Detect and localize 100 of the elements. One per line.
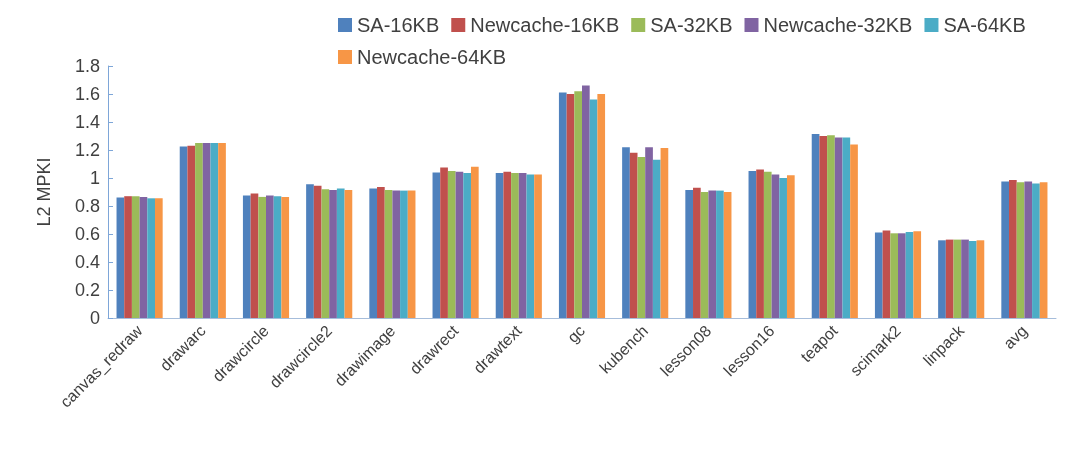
bar xyxy=(369,188,378,318)
y-tick-label: 0.2 xyxy=(74,280,100,300)
bar xyxy=(321,189,330,318)
legend-label: Newcache-16KB xyxy=(470,14,620,36)
y-tick-label: 1 xyxy=(89,168,100,188)
bar xyxy=(582,85,590,318)
bar xyxy=(898,233,906,318)
bar xyxy=(850,144,858,318)
bar xyxy=(685,189,694,318)
bar xyxy=(1016,182,1025,318)
bar xyxy=(708,190,717,318)
bar xyxy=(716,190,724,318)
bar xyxy=(392,190,401,318)
bar xyxy=(589,99,598,318)
y-tick-label: 1.6 xyxy=(74,84,100,104)
bar xyxy=(938,240,946,318)
bar xyxy=(819,136,828,318)
legend-label: SA-16KB xyxy=(357,14,440,36)
bar xyxy=(693,187,701,318)
bar xyxy=(384,189,393,318)
bar xyxy=(779,178,787,318)
y-tick-label: 1.2 xyxy=(74,140,100,160)
bar xyxy=(597,94,606,318)
bar xyxy=(645,147,653,318)
bar xyxy=(124,196,132,318)
bar xyxy=(637,157,646,318)
bar xyxy=(786,175,795,318)
bar xyxy=(377,187,385,318)
bar xyxy=(842,137,851,318)
y-tick-label: 0 xyxy=(89,308,100,328)
bar xyxy=(913,231,922,318)
bar xyxy=(700,192,709,318)
bar xyxy=(266,195,274,318)
y-axis-title: L2 MPKI xyxy=(34,157,54,227)
bar xyxy=(344,189,353,318)
y-tick-label: 0.4 xyxy=(74,252,100,272)
bar xyxy=(139,196,148,318)
bar xyxy=(748,171,757,318)
bar xyxy=(202,143,211,318)
bar xyxy=(652,159,661,318)
y-tick-label: 0.8 xyxy=(74,196,100,216)
bar xyxy=(574,91,582,318)
bar xyxy=(147,198,155,318)
bar xyxy=(218,143,226,318)
bar xyxy=(329,189,337,318)
bar xyxy=(470,166,479,318)
bar xyxy=(811,133,820,318)
x-tick-label: gc xyxy=(564,321,589,346)
bar xyxy=(534,174,542,318)
bar xyxy=(945,239,954,318)
bar xyxy=(629,152,638,318)
bar xyxy=(407,190,416,318)
legend-label: Newcache-64KB xyxy=(357,46,506,68)
bar xyxy=(890,233,898,318)
bar xyxy=(763,171,772,318)
bar xyxy=(273,196,282,318)
bar xyxy=(622,147,630,318)
legend-label: SA-64KB xyxy=(943,14,1026,36)
bar xyxy=(1032,183,1040,318)
bar xyxy=(756,169,764,318)
bar xyxy=(116,197,125,318)
bar xyxy=(154,198,163,318)
legend-label: Newcache-32KB xyxy=(763,14,913,36)
y-tick-label: 1.4 xyxy=(74,112,100,132)
bar xyxy=(1001,181,1010,318)
bar xyxy=(242,195,251,318)
x-tick-label: avg xyxy=(1000,321,1031,353)
bar xyxy=(210,143,219,318)
bar xyxy=(961,239,969,318)
bar xyxy=(440,167,448,318)
bar xyxy=(195,143,203,318)
bar xyxy=(131,196,140,318)
bar xyxy=(771,174,780,318)
bar xyxy=(834,137,843,318)
bar xyxy=(882,230,891,318)
bar xyxy=(1009,180,1017,318)
bar xyxy=(495,173,504,318)
bar xyxy=(968,241,977,318)
bar xyxy=(1039,182,1048,318)
bar xyxy=(400,190,408,318)
y-tick-label: 1.8 xyxy=(74,56,100,76)
legend-label: SA-32KB xyxy=(650,14,733,36)
bar xyxy=(558,92,567,318)
bar xyxy=(179,146,188,318)
bar xyxy=(511,173,519,318)
bar xyxy=(463,173,471,318)
bar xyxy=(723,192,732,318)
bar xyxy=(526,174,535,318)
bar xyxy=(827,135,835,318)
bar xyxy=(518,173,527,318)
bar xyxy=(660,147,669,318)
bar xyxy=(432,172,441,318)
bar xyxy=(566,94,575,318)
bar xyxy=(258,196,266,318)
bar xyxy=(503,171,512,318)
bar xyxy=(336,188,345,318)
bar xyxy=(976,240,985,318)
bar xyxy=(306,184,314,318)
bar xyxy=(1024,181,1033,318)
bar xyxy=(447,171,456,318)
